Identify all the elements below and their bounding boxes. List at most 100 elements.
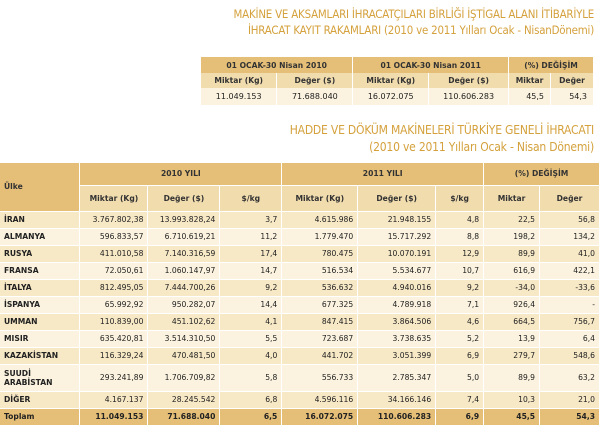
cell-p10: 14,7 — [219, 262, 283, 280]
cell-cd: 548,6 — [539, 347, 600, 365]
col-deger-usd: Değer ($) — [147, 185, 221, 212]
cell-cd: 21,0 — [539, 391, 600, 409]
table-row: İRAN 3.767.802,38 13.993.828,24 3,7 4.615.98… — [0, 211, 600, 229]
cell-cd: 6,4 — [539, 330, 600, 348]
cell-d10: 1.706.709,82 — [147, 364, 221, 392]
cell-m10: 11.049.153 — [79, 408, 149, 426]
country-cell: İTALYA — [0, 279, 81, 297]
cell-m10: 110.839,00 — [79, 313, 149, 331]
summary-value: 45,5 — [508, 88, 552, 105]
cell-p10: 5,5 — [219, 330, 283, 348]
cell-m10: 3.767.802,38 — [79, 211, 149, 229]
cell-d10: 451.102,62 — [147, 313, 221, 331]
cell-p11: 10,7 — [435, 262, 485, 280]
cell-m10: 596.833,57 — [79, 228, 149, 246]
table-row: MISIR 635.420,81 3.514.310,50 5,5 723.687 3.7… — [0, 330, 600, 348]
table-row: RUSYA 411.010,58 7.140.316,59 17,4 780.475 10… — [0, 245, 600, 263]
col-deger: Değer — [539, 185, 600, 212]
cell-m11: 677.325 — [281, 296, 359, 314]
col-per-kg: $/kg — [435, 185, 485, 212]
summary-col-miktar: Miktar — [508, 73, 552, 88]
total-label: Toplam — [0, 408, 81, 426]
table-row: SUUDİ ARABİSTAN 293.241,89 1.706.709,82 5,8… — [0, 364, 600, 392]
summary-col-deger-usd: Değer ($) — [428, 73, 510, 88]
summary-col-miktar-kg: Miktar (Kg) — [352, 73, 430, 88]
cell-d11: 3.864.506 — [357, 313, 437, 331]
table-row: UMMAN 110.839,00 451.102,62 4,1 847.415 3.864… — [0, 313, 600, 331]
cell-d11: 3.738.635 — [357, 330, 437, 348]
cell-cd: 54,3 — [539, 408, 600, 426]
cell-d11: 4.940.016 — [357, 279, 437, 297]
country-cell: İSPANYA — [0, 296, 81, 314]
table-row: DİĞER 4.167.137 28.245.542 6,8 4.596.116 34.1… — [0, 391, 600, 409]
summary-period-2011: 01 OCAK-30 Nisan 2011 — [352, 57, 510, 73]
cell-p11: 5,0 — [435, 364, 485, 392]
title-line-2: İHRACAT KAYIT RAKAMLARI (2010 ve 2011 Yı… — [247, 23, 594, 37]
cell-m11: 723.687 — [281, 330, 359, 348]
cell-cd: 56,8 — [539, 211, 600, 229]
export-table: Ülke 2010 YILI 2011 YILI (%) DEĞİŞİM Mik… — [0, 163, 600, 426]
title-line-1: HADDE VE DÖKÜM MAKİNELERİ TÜRKİYE GENELİ… — [289, 123, 594, 137]
summary-period-2010: 01 OCAK-30 Nisan 2010 — [201, 57, 354, 73]
cell-m10: 812.495,05 — [79, 279, 149, 297]
table-row: FRANSA 72.050,61 1.060.147,97 14,7 516.534 5.… — [0, 262, 600, 280]
cell-p10: 4,1 — [219, 313, 283, 331]
cell-cm: 664,5 — [483, 313, 541, 331]
cell-d11: 15.717.292 — [357, 228, 437, 246]
cell-p10: 3,7 — [219, 211, 283, 229]
cell-d10: 13.993.828,24 — [147, 211, 221, 229]
cell-cm: 10,3 — [483, 391, 541, 409]
cell-cm: -34,0 — [483, 279, 541, 297]
cell-m10: 116.329,24 — [79, 347, 149, 365]
cell-p11: 7,4 — [435, 391, 485, 409]
cell-d10: 7.444.700,26 — [147, 279, 221, 297]
cell-m11: 16.072.075 — [281, 408, 359, 426]
table-row: ALMANYA 596.833,57 6.710.619,21 11,2 1.779.4… — [0, 228, 600, 246]
cell-p11: 4,8 — [435, 211, 485, 229]
cell-d10: 470.481,50 — [147, 347, 221, 365]
cell-p10: 6,8 — [219, 391, 283, 409]
cell-m10: 4.167.137 — [79, 391, 149, 409]
country-cell: DİĞER — [0, 391, 81, 409]
country-header: Ülke — [0, 163, 81, 212]
cell-p10: 6,5 — [219, 408, 283, 426]
cell-p11: 9,2 — [435, 279, 485, 297]
col-miktar: Miktar — [483, 185, 541, 212]
change-header: (%) DEĞİŞİM — [483, 163, 600, 186]
table-row: İSPANYA 65.992,92 950.282,07 14,4 677.325 4.7… — [0, 296, 600, 314]
cell-m10: 72.050,61 — [79, 262, 149, 280]
cell-d10: 7.140.316,59 — [147, 245, 221, 263]
cell-cm: 926,4 — [483, 296, 541, 314]
cell-p11: 12,9 — [435, 245, 485, 263]
cell-p11: 8,8 — [435, 228, 485, 246]
summary-col-deger-usd: Değer ($) — [276, 73, 354, 88]
cell-d10: 28.245.542 — [147, 391, 221, 409]
cell-p11: 5,2 — [435, 330, 485, 348]
cell-m11: 441.702 — [281, 347, 359, 365]
cell-cd: -33,6 — [539, 279, 600, 297]
cell-cm: 13,9 — [483, 330, 541, 348]
cell-m11: 4.596.116 — [281, 391, 359, 409]
cell-p11: 6,9 — [435, 347, 485, 365]
col-miktar-kg: Miktar (Kg) — [281, 185, 359, 212]
cell-d10: 3.514.310,50 — [147, 330, 221, 348]
cell-d10: 1.060.147,97 — [147, 262, 221, 280]
summary-value: 16.072.075 — [352, 88, 430, 105]
col-deger-usd: Değer ($) — [357, 185, 437, 212]
cell-m11: 780.475 — [281, 245, 359, 263]
summary-value: 11.049.153 — [201, 88, 278, 105]
summary-change-header: (%) DEĞİŞİM — [508, 57, 594, 73]
cell-m11: 4.615.986 — [281, 211, 359, 229]
year-2011-header: 2011 YILI — [281, 163, 485, 186]
summary-col-deger: Değer — [550, 73, 594, 88]
country-cell: RUSYA — [0, 245, 81, 263]
summary-value: 71.688.040 — [276, 88, 354, 105]
cell-p11: 7,1 — [435, 296, 485, 314]
cell-d10: 71.688.040 — [147, 408, 221, 426]
country-cell: UMMAN — [0, 313, 81, 331]
cell-p11: 6,9 — [435, 408, 485, 426]
cell-p11: 4,6 — [435, 313, 485, 331]
col-miktar-kg: Miktar (Kg) — [79, 185, 149, 212]
cell-cm: 22,5 — [483, 211, 541, 229]
summary-table: 01 OCAK-30 Nisan 2010 01 OCAK-30 Nisan 2… — [201, 57, 594, 105]
